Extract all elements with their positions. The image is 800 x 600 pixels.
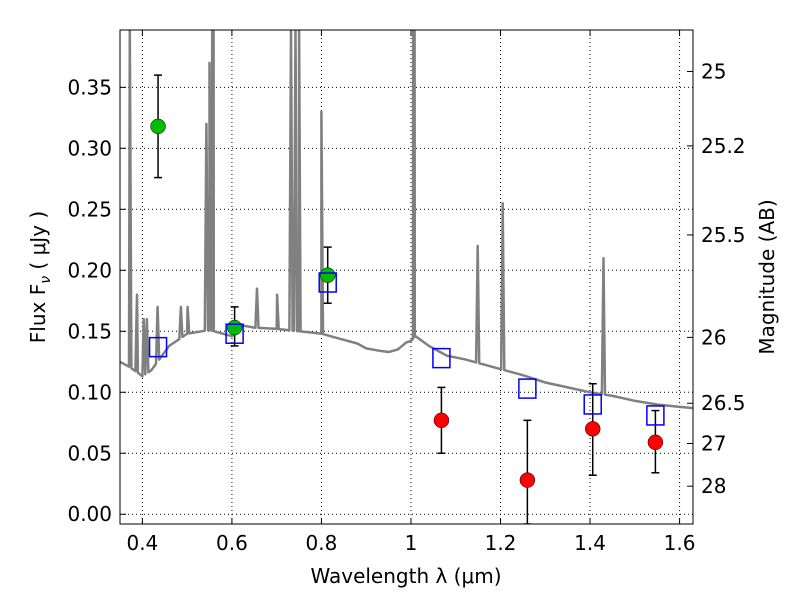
y-tick-label: 0.15 [67, 319, 112, 343]
x-tick-label: 1.4 [574, 531, 606, 555]
red-data-point [647, 434, 664, 451]
model-square-point [518, 378, 537, 399]
x-tick-label: 1.6 [664, 531, 696, 555]
marker-layer [148, 118, 665, 488]
model-square-point [148, 336, 168, 358]
model-square-point [225, 323, 244, 344]
model-square-point [646, 405, 665, 426]
x-tick-label: 1.2 [485, 531, 517, 555]
y2-tick-label: 27 [701, 431, 726, 455]
model-square-point [583, 394, 602, 415]
y2-tick-label: 26.5 [701, 391, 746, 415]
plot-frame [119, 29, 694, 525]
y-tick-label: 0.10 [67, 380, 112, 404]
y2-tick-label: 25 [701, 59, 726, 83]
y2-tick-label: 25.2 [701, 134, 746, 158]
y-tick-label: 0.05 [67, 441, 112, 465]
green-data-point [319, 267, 336, 283]
y2-axis-label: Magnitude (AB) [755, 199, 779, 354]
errorbar-layer [154, 74, 660, 524]
model-square-point [318, 272, 337, 293]
y-axis-label: Flux Fν ( μJy ) [26, 211, 54, 343]
green-data-point [226, 319, 243, 336]
y-tick-label: 0.00 [67, 502, 112, 526]
x-tick-label: 0.4 [126, 531, 158, 555]
y-tick-label: 0.25 [67, 197, 112, 221]
x-tick-label: 1 [405, 531, 418, 555]
y2-tick-label: 28 [701, 474, 726, 498]
model-square-point [432, 347, 451, 369]
red-data-point [433, 412, 450, 429]
y-tick-label: 0.35 [67, 75, 112, 99]
y2-tick-label: 26 [701, 325, 726, 349]
y2-tick-label: 25.5 [701, 223, 746, 247]
x-tick-label: 0.6 [216, 531, 248, 555]
x-axis-label: Wavelength λ (μm) [310, 564, 501, 588]
y-tick-label: 0.30 [67, 136, 112, 160]
x-tick-label: 0.8 [306, 531, 338, 555]
spectrum-layer [120, 30, 693, 410]
spectrum-line [120, 30, 693, 410]
red-data-point [584, 421, 601, 437]
green-data-point [150, 118, 166, 135]
tick-layer: 0.4 0.6 0.8 1 1.2 1.4 1.6 0.00 0.05 0.10 0.15 0.20 0… [67, 30, 746, 555]
y-tick-label: 0.20 [67, 258, 112, 282]
red-data-point [519, 472, 536, 488]
